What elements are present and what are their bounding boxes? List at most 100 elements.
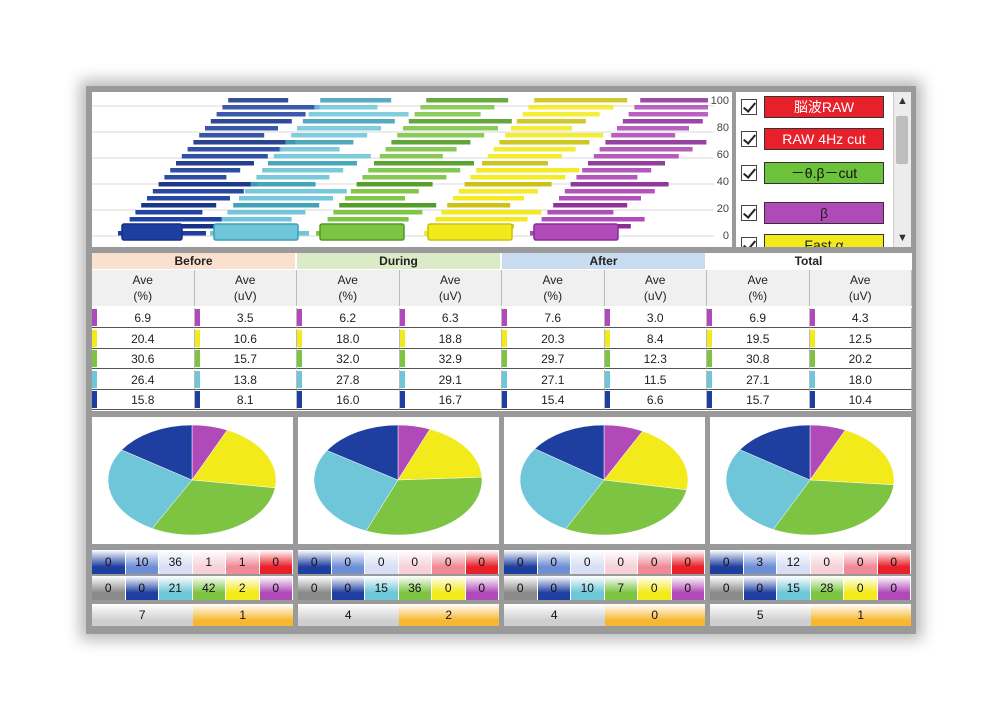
legend-scrollbar[interactable]: ▲ ▼ [893,92,911,247]
trend-bar [250,182,316,187]
count-grid: 0 10 36 1 1 0 0 0 21 42 2 0 7 1 0 0 0 0 0 0 0 0 15 36 0 0 4 2 0 0 0 0 0 0… [92,550,912,630]
summary-cell: 4 [504,604,605,626]
legend-item[interactable]: －θ.β－cut [736,162,894,188]
row-color-marker [399,350,405,367]
column-header-top: Ave [645,273,666,287]
legend-checkbox[interactable] [741,165,757,181]
trend-bar [291,133,368,138]
cell-value: 15.8 [131,393,155,407]
legend-item[interactable]: RAW 4Hz cut [736,128,894,154]
table-cell: 19.5 [707,328,810,349]
table-cell: 29.7 [502,349,605,369]
cell-value: 30.8 [746,352,770,366]
legend-label: β [764,202,884,224]
row-color-marker [194,309,200,326]
pie-slice [365,476,483,536]
cell-value: 27.8 [336,372,360,387]
table-cell: 6.2 [297,308,400,328]
row-color-marker [194,350,200,367]
pie-slice [326,424,399,481]
trend-bar [617,126,689,131]
cell-value: 6.3 [441,311,459,325]
group-header: Total [707,253,910,269]
legend-checkbox[interactable] [741,131,757,147]
column-header-top: Ave [850,273,871,287]
table-cell: 8.4 [604,328,707,349]
count-cell: 0 [298,550,332,574]
pie-slice [397,428,483,481]
scroll-thumb[interactable] [896,116,908,164]
cell-value: 7.6 [544,311,562,325]
count-cell: 0 [537,550,571,574]
legend-item[interactable]: β [736,202,894,228]
count-cell: 0 [331,576,365,600]
trend-bar [164,175,227,180]
column-header-top: Ave [747,273,768,287]
count-cell: 10 [125,550,159,574]
pie-slice [772,479,894,536]
row-color-marker [399,329,405,347]
trend-bar [640,98,708,103]
column-header-unit: (%) [133,289,153,303]
y-tick-label: 100 [711,95,729,107]
trend-bar [320,98,392,103]
count-cell: 0 [710,576,744,600]
cell-value: 29.7 [541,352,565,366]
legend-item[interactable]: 脳波RAW [736,96,894,122]
row-color-marker [707,370,712,388]
trend-bar [588,161,665,166]
table-cell: 4.3 [809,308,912,328]
trend-bar [176,161,254,166]
column-header: Ave (uV) [809,270,912,306]
row-color-marker [92,329,97,347]
table-cell: 15.7 [194,349,297,369]
chevron-up-icon[interactable]: ▲ [897,95,908,107]
count-cell: 0 [604,550,638,574]
trend-bar [522,112,600,117]
cell-value: 10.6 [233,331,257,346]
legend-checkbox[interactable] [741,99,757,115]
count-cell: 0 [571,550,605,574]
table-cell: 12.3 [604,349,707,369]
table-cell: 6.9 [707,308,810,328]
trend-bar [356,182,433,187]
trend-bar [487,154,562,159]
legend-checkbox[interactable] [741,205,757,221]
row-color-marker [297,370,302,388]
column-header-unit: (uV) [233,289,257,303]
count-cell: 0 [844,576,878,600]
legend-label: 脳波RAW [764,96,884,118]
row-color-marker [399,309,405,326]
table-cell: 18.0 [297,328,400,349]
trend-bar [210,119,292,124]
trend-bar [564,189,655,194]
trend-bar [285,140,354,145]
pie-slice [725,449,811,530]
trend-bar [273,154,371,159]
table-cell: 18.0 [809,369,912,390]
trend-bar [256,175,330,180]
legend-item[interactable]: Fast α [736,234,894,247]
row-color-marker [92,391,97,408]
table-cell: 10.6 [194,328,297,349]
column-header-unit: (uV) [438,289,462,303]
trend-bar [458,189,538,194]
cell-value: 6.6 [646,393,664,407]
count-cell: 12 [777,550,811,574]
count-cell: 0 [465,576,499,600]
trend-bar [205,126,278,131]
trend-bar [482,161,548,166]
trend-bar [385,147,457,152]
trend-bar [605,140,707,145]
legend-checkbox[interactable] [741,237,757,247]
table-cell: 8.1 [194,390,297,410]
table-cell: 3.5 [194,308,297,328]
cell-value: 32.9 [438,352,462,366]
cell-value: 20.3 [541,331,565,346]
row-color-marker [399,391,405,408]
row-color-marker [502,309,507,326]
legend-label: RAW 4Hz cut [764,128,884,150]
cell-value: 15.7 [746,393,770,407]
group-header: During [297,253,500,269]
chevron-down-icon[interactable]: ▼ [897,232,908,244]
